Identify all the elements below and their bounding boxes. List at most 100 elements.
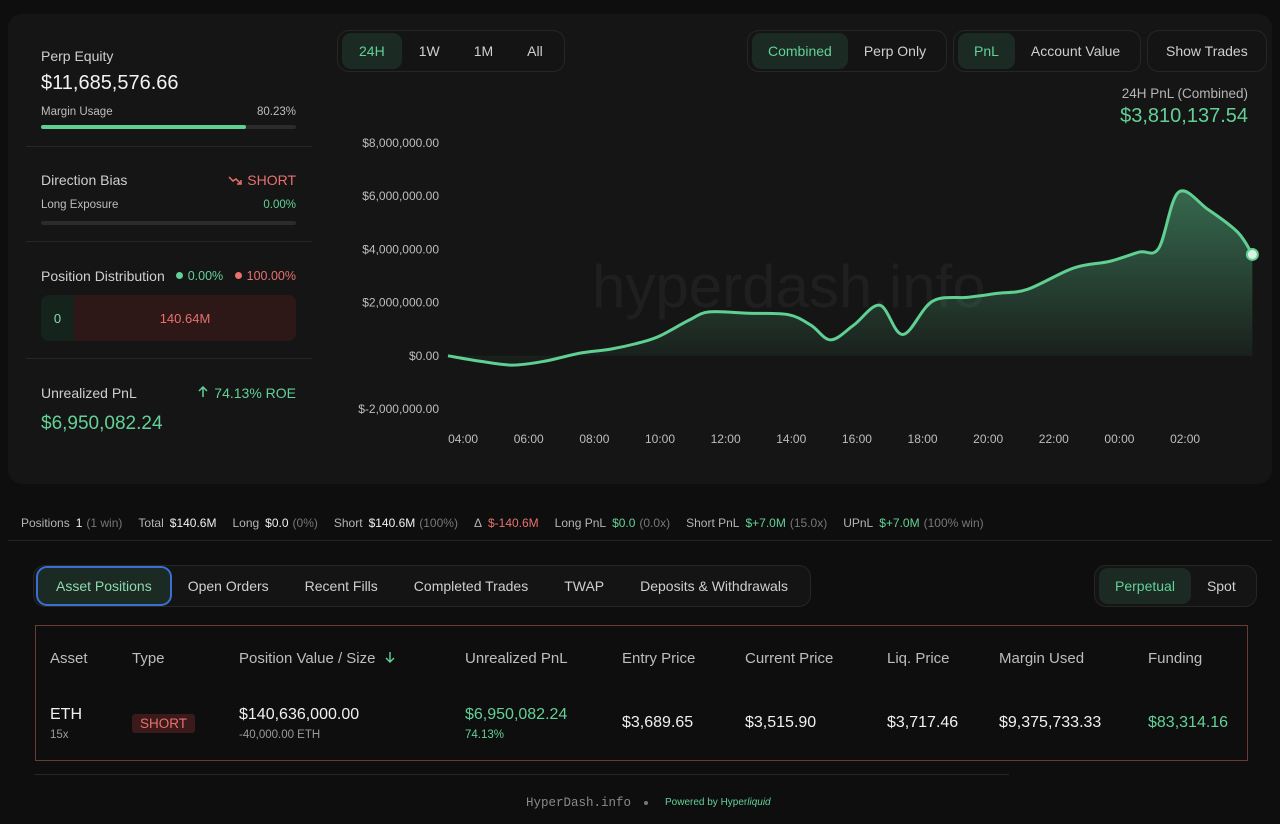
x-tick-label: 06:00 [514, 432, 544, 446]
distribution-legend: 0.00% 100.00% [175, 269, 296, 283]
tab-button[interactable]: Account Value [1030, 43, 1121, 59]
margin-usage-value: 80.23% [256, 106, 296, 118]
stat-label: Short PnL [686, 516, 740, 530]
margin-usage-label: Margin Usage [41, 106, 113, 118]
x-tick-label: 00:00 [1104, 432, 1134, 446]
table-header: Current Price [745, 650, 834, 667]
perp-equity-value: $11,685,576.66 [41, 72, 179, 94]
show-trades-group: Show Trades [1147, 30, 1267, 72]
direction-bias-text: SHORT [247, 172, 296, 188]
cell-main: $3,689.65 [622, 714, 694, 731]
show-trades-button[interactable]: Show Trades [1166, 43, 1248, 59]
short-pct: 100.00% [246, 269, 296, 283]
stat-value: $0.0 [612, 516, 636, 530]
short-segment: 140.64M [74, 295, 296, 341]
cell-sub: 15x [50, 729, 69, 741]
long-segment: 0 [41, 295, 74, 341]
y-tick-label: $8,000,000.00 [362, 136, 439, 150]
divider [34, 774, 1009, 775]
footer-brand: HyperDash.info [526, 796, 632, 810]
cell-main: $140,636,000.00 [239, 706, 360, 723]
stat-note: (15.0x) [789, 516, 828, 530]
tab-button[interactable]: Recent Fills [304, 578, 378, 594]
stat-value: $0.0 [265, 516, 289, 530]
tab-button[interactable]: PnL [958, 33, 1015, 69]
tab-button[interactable]: Perpetual [1099, 568, 1191, 604]
stat: Short PnL $+7.0M (15.0x) [686, 516, 827, 530]
cell-main: $3,717.46 [887, 714, 959, 731]
distribution-bar: 0 140.64M [41, 295, 296, 341]
x-tick-label: 12:00 [711, 432, 741, 446]
tab-button[interactable]: 1W [418, 43, 440, 59]
unrealized-pnl-label: Unrealized PnL [41, 385, 137, 401]
tab-button[interactable]: 24H [342, 33, 402, 69]
tab-button[interactable]: Deposits & Withdrawals [640, 578, 788, 594]
cell-main: $83,314.16 [1148, 714, 1229, 731]
y-tick-label: $6,000,000.00 [362, 189, 439, 203]
tabs-group: Asset Positions Open Orders Recent Fills Co… [33, 565, 811, 607]
long-exposure-value: 0.00% [263, 199, 296, 211]
stat: Δ $-140.6M [474, 516, 539, 530]
stat-label: Total [138, 516, 164, 530]
roe-text: 74.13% ROE [214, 385, 296, 401]
table-header: Unrealized PnL [465, 650, 568, 667]
tab-button[interactable]: All [527, 43, 543, 59]
divider [8, 540, 1272, 541]
divider [26, 241, 312, 242]
tab-button[interactable]: Combined [752, 33, 848, 69]
long-pct: 0.00% [187, 269, 224, 283]
table-header: Funding [1148, 650, 1203, 667]
cell-sub: 74.13% [465, 729, 505, 741]
tab-button[interactable]: Perp Only [863, 43, 927, 59]
margin-fill [41, 125, 246, 129]
tab-button[interactable]: Spot [1206, 578, 1236, 594]
tab-button[interactable]: Open Orders [187, 578, 269, 594]
stat-note: (0.0x) [639, 516, 671, 530]
stat-note: (0%) [292, 516, 318, 530]
type-badge: SHORT [132, 714, 196, 733]
stat: Short $140.6M (100%) [334, 516, 458, 530]
top-panel [8, 14, 1272, 484]
x-tick-label: 04:00 [448, 432, 478, 446]
y-tick-label: $0.00 [409, 349, 439, 363]
cell-main: $6,950,082.24 [465, 706, 568, 723]
y-tick-label: $-2,000,000.00 [358, 402, 439, 416]
tab-button[interactable]: Completed Trades [413, 578, 529, 594]
cell-sub: -40,000.00 ETH [239, 729, 321, 741]
x-tick-label: 16:00 [842, 432, 872, 446]
tab-button[interactable]: TWAP [564, 578, 605, 594]
stat-value: $+7.0M [879, 516, 920, 530]
stat-value: $140.6M [169, 516, 217, 530]
long-dot [175, 272, 183, 279]
stat: Total $140.6M [138, 516, 216, 530]
divider [26, 146, 312, 147]
tab-button[interactable]: Asset Positions [38, 568, 170, 604]
short-dot [234, 272, 242, 279]
footer-powered: Powered by Hyperliquid [665, 797, 771, 808]
stat-label: Δ [473, 516, 482, 530]
roe: 74.13% ROE [197, 385, 296, 401]
table-header: Asset [50, 650, 88, 667]
sort-icon[interactable] [384, 651, 396, 663]
stat-label: Long [232, 516, 260, 530]
metric-group: PnL Account Value [953, 30, 1142, 72]
tab-button[interactable]: 1M [473, 43, 494, 59]
table-header: Type [132, 650, 165, 667]
powered-prefix: Powered by Hyper [665, 797, 748, 808]
table-header: Liq. Price [887, 650, 950, 667]
scope-group: Combined Perp Only [747, 30, 948, 72]
pnl-chart: $8,000,000.00 $6,000,000.00 $4,000,000.00 $… [358, 136, 1259, 446]
stat: Positions 1 (1 win) [21, 516, 122, 530]
x-tick-label: 22:00 [1039, 432, 1069, 446]
stat-value: $-140.6M [487, 516, 539, 530]
pnl-header-value: $3,810,137.54 [1120, 105, 1248, 127]
stat-value: 1 [75, 516, 83, 530]
long-exposure-label: Long Exposure [41, 199, 119, 211]
y-tick-label: $4,000,000.00 [362, 242, 439, 256]
stat: Long $0.0 (0%) [232, 516, 317, 530]
last-point [1245, 247, 1259, 261]
powered-suffix: liquid [747, 797, 771, 808]
stat-value: $140.6M [368, 516, 416, 530]
positions-table: Asset Type Position Value / Size Unrealized… [35, 625, 1248, 761]
